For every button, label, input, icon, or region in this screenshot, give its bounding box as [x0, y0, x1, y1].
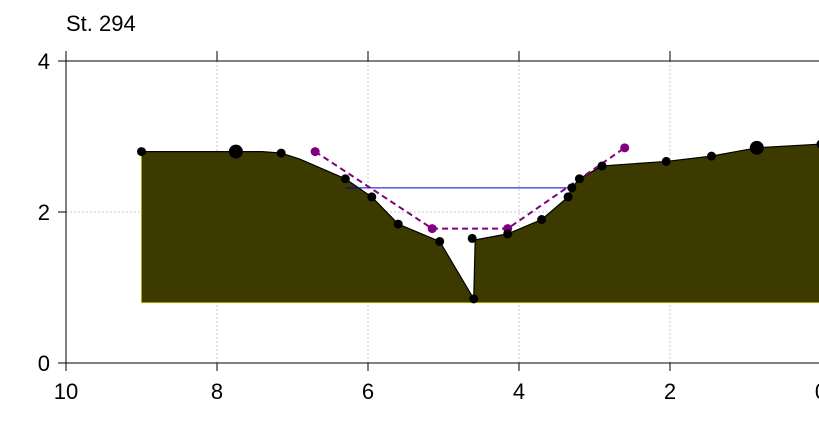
survey-point [503, 229, 513, 239]
survey-point [537, 215, 547, 225]
survey-point [228, 144, 243, 159]
chart-title: St. 294 [66, 11, 136, 36]
x-tick-label: 6 [362, 379, 374, 404]
x-tick-label: 4 [513, 379, 525, 404]
survey-point [816, 140, 819, 149]
survey-point [137, 147, 146, 157]
survey-point [393, 219, 403, 229]
y-tick-label: 4 [38, 49, 50, 74]
survey-point [567, 183, 577, 193]
x-tick-label: 0 [815, 379, 819, 404]
y-tick-label: 0 [38, 351, 50, 376]
survey-points [137, 140, 819, 304]
survey-point [749, 140, 764, 155]
x-tick-label: 8 [211, 379, 223, 404]
y-tick-label: 2 [38, 200, 50, 225]
survey-point [574, 174, 584, 184]
x-tick-label: 10 [54, 379, 78, 404]
survey-point [563, 192, 573, 202]
design-point [427, 224, 437, 234]
survey-point [340, 174, 350, 184]
survey-point [367, 192, 377, 202]
design-point [620, 143, 630, 153]
design-point [310, 147, 320, 157]
survey-point [707, 151, 717, 161]
survey-point [597, 161, 607, 171]
ground-outline [141, 143, 819, 301]
survey-point [467, 233, 477, 243]
survey-point [276, 148, 286, 158]
axes: 10 8 6 4 2 0 0 2 4 [38, 49, 819, 404]
design-profile-line [314, 147, 626, 230]
survey-point [661, 156, 671, 166]
x-tick-label: 2 [664, 379, 676, 404]
ground-profile [141, 143, 819, 304]
survey-point [469, 294, 479, 304]
survey-point [435, 236, 445, 246]
ground-fill [141, 144, 819, 303]
